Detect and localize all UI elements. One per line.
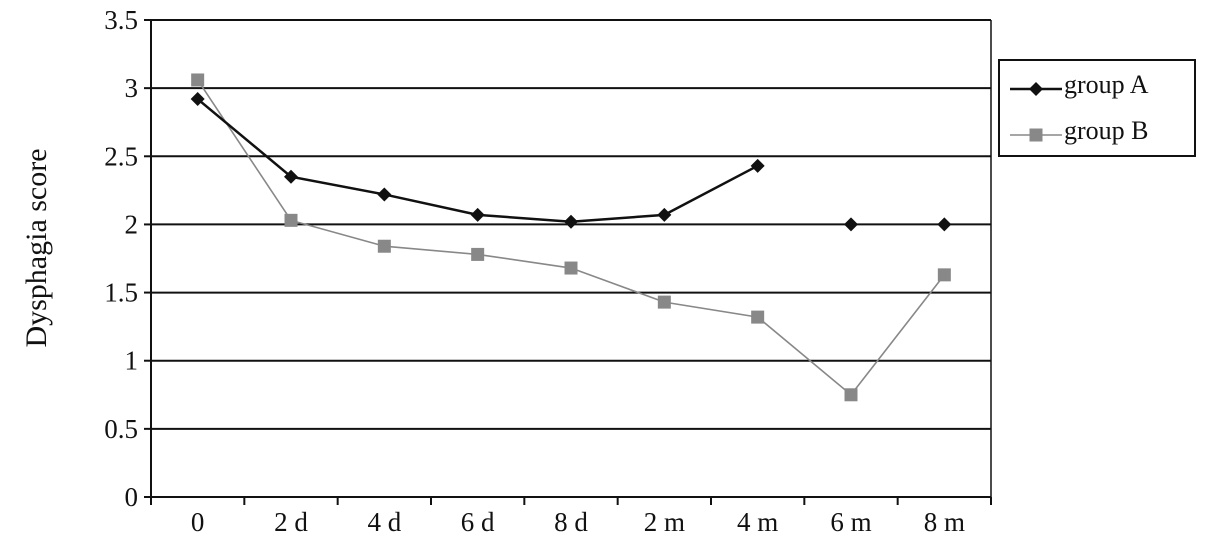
data-point-group-b-8-d xyxy=(564,261,578,275)
data-point-group-b-8-m xyxy=(937,268,951,282)
series-group-a xyxy=(190,92,952,232)
y-tick-label-2: 2 xyxy=(125,209,139,239)
y-tick-labels: 0 0.5 1 1.5 2 2.5 3 3.5 xyxy=(104,5,138,512)
data-point-group-a-2-m xyxy=(657,207,672,222)
x-tick-label-4-m: 4 m xyxy=(737,507,778,537)
data-point-group-b-6-d xyxy=(471,247,485,261)
series-group-b xyxy=(191,73,951,402)
legend-item-group-b: group B xyxy=(1010,116,1149,145)
x-tick-label-0: 0 xyxy=(191,507,205,537)
data-point-group-a-6-d xyxy=(470,207,485,222)
series-line-group-b xyxy=(197,79,945,396)
data-point-group-a-4-d xyxy=(377,187,392,202)
data-point-group-b-4-d xyxy=(377,239,391,253)
x-tick-label-2-d: 2 d xyxy=(274,507,308,537)
x-tick-label-8-d: 8 d xyxy=(554,507,588,537)
x-tick-label-2-m: 2 m xyxy=(644,507,685,537)
x-tick-labels: 0 2 d 4 d 6 d 8 d 2 m 4 m 6 m 8 m xyxy=(191,507,965,537)
data-point-group-b-6-m xyxy=(844,388,858,402)
data-point-group-a-8-m xyxy=(937,217,952,232)
y-tick-label-3-5: 3.5 xyxy=(104,5,138,35)
x-tick-label-6-m: 6 m xyxy=(830,507,871,537)
y-tick-label-1-5: 1.5 xyxy=(104,278,138,308)
legend-label-group-b: group B xyxy=(1064,116,1149,145)
data-point-group-b-2-d xyxy=(284,213,298,227)
x-tick-label-6-d: 6 d xyxy=(461,507,495,537)
data-point-group-a-6-m xyxy=(844,217,858,232)
axes xyxy=(144,19,992,505)
y-tick-label-3: 3 xyxy=(125,73,139,103)
x-tick-label-8-m: 8 m xyxy=(924,507,965,537)
legend: group A group B xyxy=(998,59,1196,157)
legend-item-group-a: group A xyxy=(1010,70,1149,99)
data-point-group-a-4-m xyxy=(750,158,765,173)
data-point-group-b-4-m xyxy=(751,310,765,324)
series-line-group-a xyxy=(196,98,759,223)
y-tick-label-0: 0 xyxy=(125,482,139,512)
legend-marker-group-a xyxy=(1029,82,1043,96)
data-point-group-a-2-d xyxy=(284,169,298,184)
legend-label-group-a: group A xyxy=(1064,70,1149,99)
data-point-group-a-0 xyxy=(190,92,205,107)
series xyxy=(190,73,952,402)
data-point-group-b-0 xyxy=(191,73,205,87)
data-point-group-b-2-m xyxy=(657,295,671,309)
x-tick-label-4-d: 4 d xyxy=(367,507,401,537)
legend-marker-group-b xyxy=(1029,128,1043,142)
y-tick-label-0-5: 0.5 xyxy=(104,414,138,444)
y-tick-label-2-5: 2.5 xyxy=(104,141,138,171)
y-tick-label-1: 1 xyxy=(125,346,139,376)
y-axis-title: Dysphagia score xyxy=(20,148,53,347)
data-point-group-a-8-d xyxy=(564,214,578,229)
